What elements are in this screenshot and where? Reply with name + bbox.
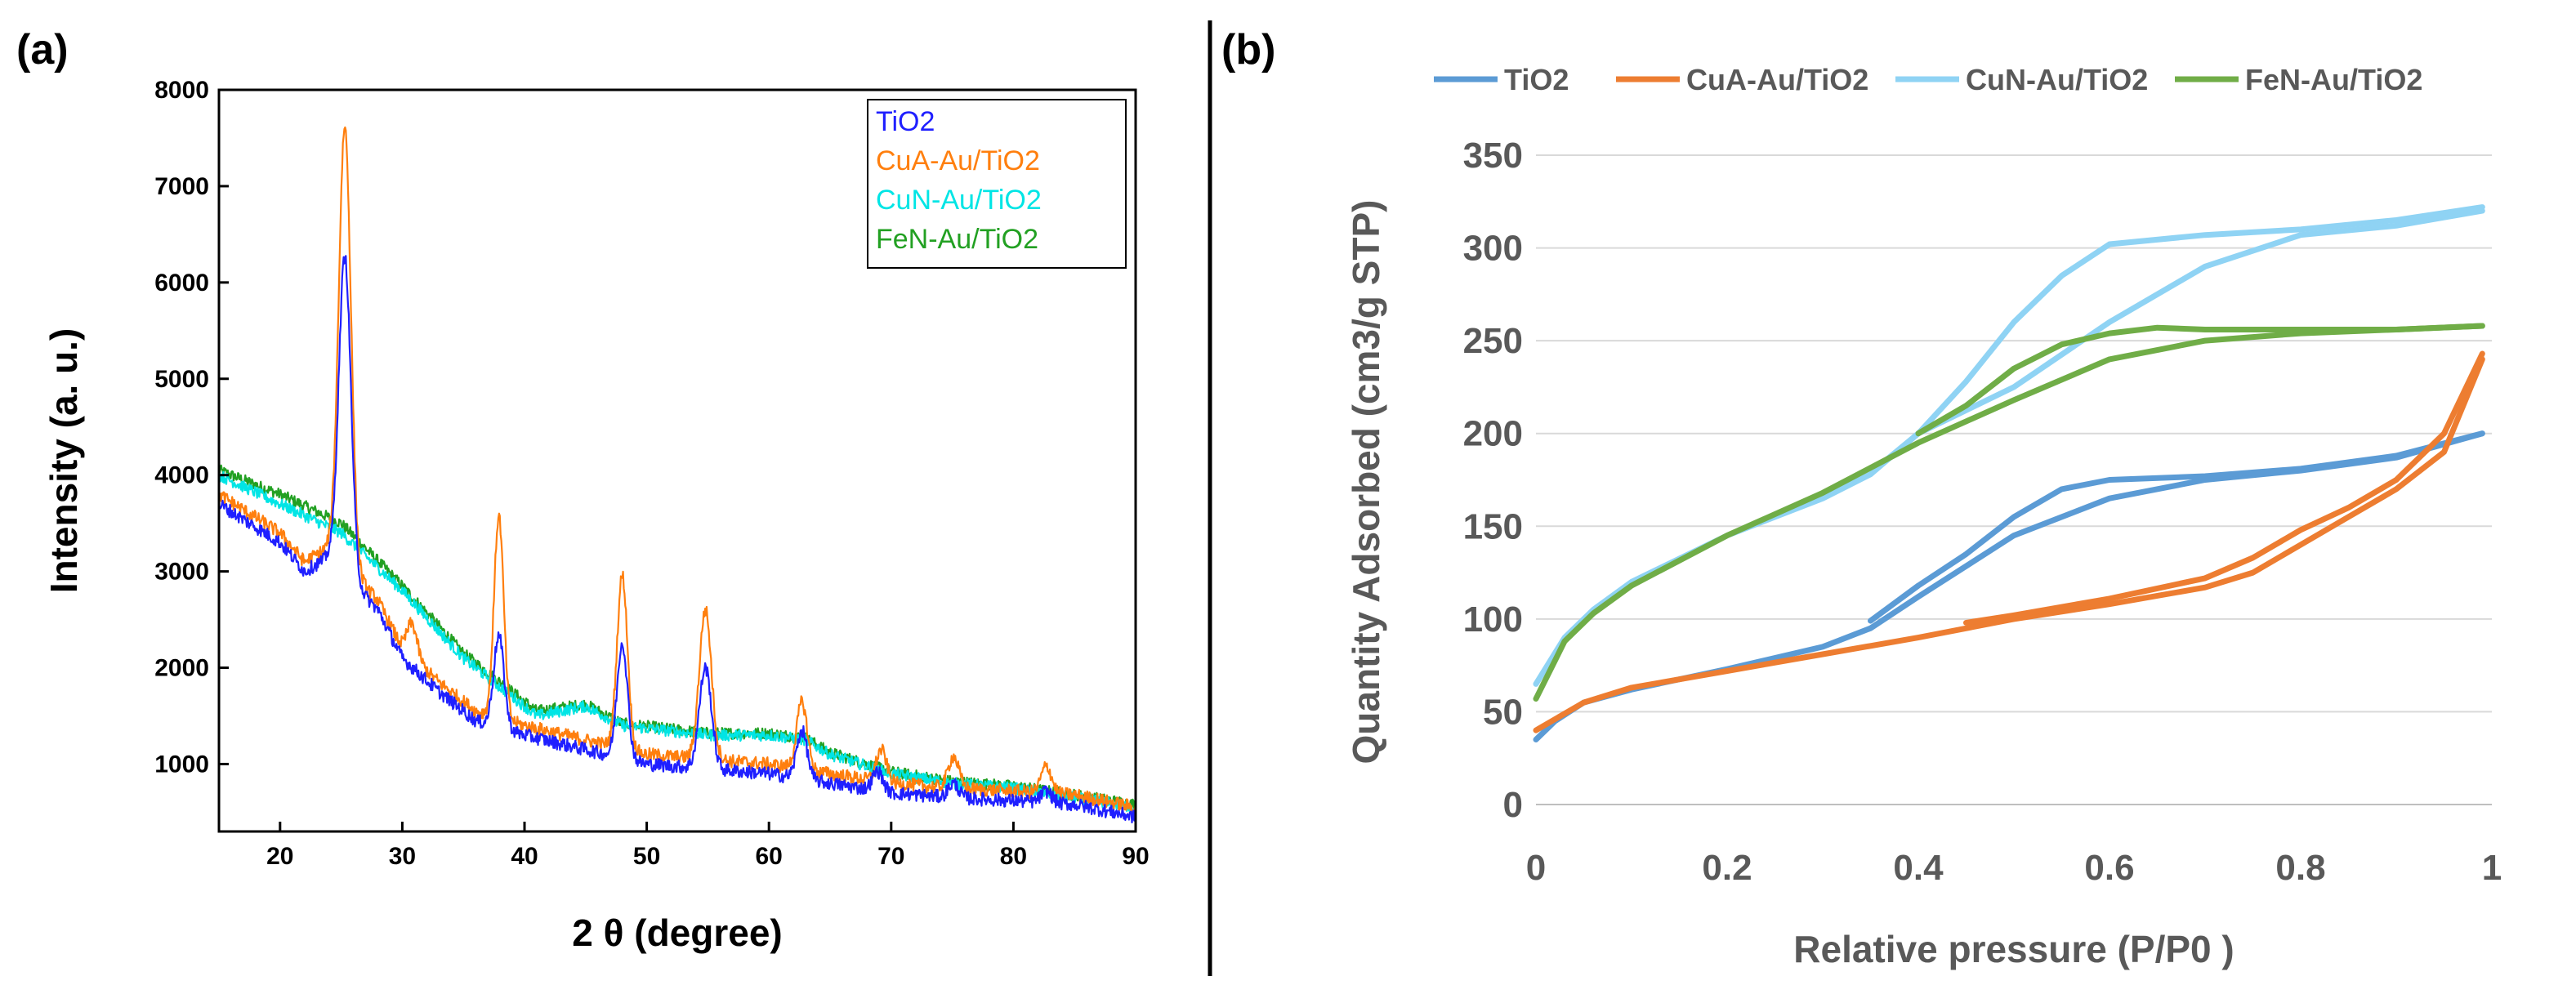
panel-b-label: (b) [1221, 26, 1275, 74]
chart-panel-a: (a) 20 30 40 50 60 70 80 90 1000 2000 3000 4000 5000… [16, 26, 1150, 954]
panel-a-label: (a) [16, 26, 69, 74]
chart-b-x-tick-label: 0.4 [1893, 848, 1944, 888]
chart-a-series-tio2 [218, 255, 1137, 824]
chart-a-y-tick-label: 4000 [154, 462, 209, 489]
chart-a-x-tick-label: 90 [1122, 843, 1149, 870]
chart-a-x-tick-label: 60 [756, 843, 783, 870]
chart-a-x-tick-label: 50 [633, 843, 660, 870]
chart-a-frame [217, 88, 1137, 833]
chart-b-series-fen-au-tio2-adsorption [1533, 323, 2485, 702]
chart-b-legend-cun: CuN-Au/TiO2 [1966, 63, 2148, 96]
chart-a-series-cua-au-tio2 [217, 126, 1137, 814]
chart-b-series-tio2-desorption [1868, 430, 2485, 624]
chart-a-legend: TiO2 CuA-Au/TiO2 CuN-Au/TiO2 FeN-Au/TiO2 [867, 99, 1127, 269]
chart-b-x-tick-label: 0.2 [1702, 848, 1752, 888]
chart-a-x-tick-label: 70 [877, 843, 904, 870]
chart-a-ticks: 20 30 40 50 60 70 80 90 1000 2000 3000 4000 5000 6000… [154, 77, 1149, 870]
chart-a-x-tick-label: 30 [389, 843, 416, 870]
chart-a-y-tick-label: 1000 [154, 751, 209, 778]
chart-a-x-tick-label: 80 [1000, 843, 1027, 870]
chart-b-series [1533, 204, 2485, 742]
chart-b-legend-cua: CuA-Au/TiO2 [1686, 63, 1868, 96]
chart-a-legend-cun: CuN-Au/TiO2 [876, 185, 1042, 216]
chart-a-y-tick-label: 6000 [154, 270, 209, 296]
chart-b-x-tick-label: 0.8 [2275, 848, 2325, 888]
chart-b-series-cun-au-tio2-desorption [1877, 204, 2485, 468]
chart-b-x-axis-label: Relative pressure (P/P0 ) [1793, 928, 2234, 970]
chart-b-y-tick-label: 250 [1463, 321, 1523, 361]
chart-b-y-tick-label: 350 [1463, 136, 1523, 176]
chart-a-y-tick-label: 2000 [154, 655, 209, 682]
chart-a-legend-tio2: TiO2 [876, 106, 935, 137]
chart-b-legend-fen: FeN-Au/TiO2 [2245, 63, 2422, 96]
chart-a-x-tick-label: 20 [266, 843, 293, 870]
chart-b-series-cua-au-tio2-adsorption [1533, 356, 2485, 733]
chart-b-series-cua-au-tio2-desorption [1963, 350, 2485, 626]
chart-b-y-axis-label: Quantity Adsorbed (cm3/g STP) [1345, 200, 1387, 765]
chart-b-ticks: 0 50 100 150 200 250 300 350 0 0.2 0.4 0.6 0.8 1 [1463, 136, 2502, 888]
chart-b-series-fen-au-tio2-desorption [1915, 323, 2485, 437]
chart-a-y-tick-label: 7000 [154, 173, 209, 200]
chart-b-y-tick-label: 300 [1463, 229, 1523, 269]
chart-b-y-tick-label: 100 [1463, 600, 1523, 640]
chart-b-x-tick-label: 0 [1526, 848, 1546, 888]
chart-b-x-tick-label: 1 [2482, 848, 2502, 888]
chart-a-y-tick-label: 3000 [154, 559, 209, 586]
chart-a-y-axis-label: Intensity (a. u.) [42, 328, 85, 594]
chart-a-x-axis-label: 2 θ (degree) [572, 912, 783, 954]
chart-a-y-tick-label: 5000 [154, 366, 209, 393]
chart-a-series [217, 126, 1137, 824]
chart-a-legend-cua: CuA-Au/TiO2 [876, 145, 1040, 176]
chart-a-legend-fen: FeN-Au/TiO2 [876, 224, 1038, 255]
chart-a-x-tick-label: 40 [511, 843, 538, 870]
chart-a-legend-box [867, 99, 1127, 269]
chart-b-y-tick-label: 200 [1463, 414, 1523, 454]
chart-b-legend-tio2: TiO2 [1504, 63, 1569, 96]
chart-b-y-tick-label: 150 [1463, 506, 1523, 546]
chart-b-y-tick-label: 50 [1483, 692, 1523, 732]
chart-b-x-tick-label: 0.6 [2084, 848, 2134, 888]
chart-b-legend: TiO2 CuA-Au/TiO2 CuN-Au/TiO2 FeN-Au/TiO2 [1434, 63, 2422, 96]
chart-a-y-tick-label: 8000 [154, 77, 209, 104]
chart-b-y-tick-label: 0 [1503, 785, 1523, 825]
